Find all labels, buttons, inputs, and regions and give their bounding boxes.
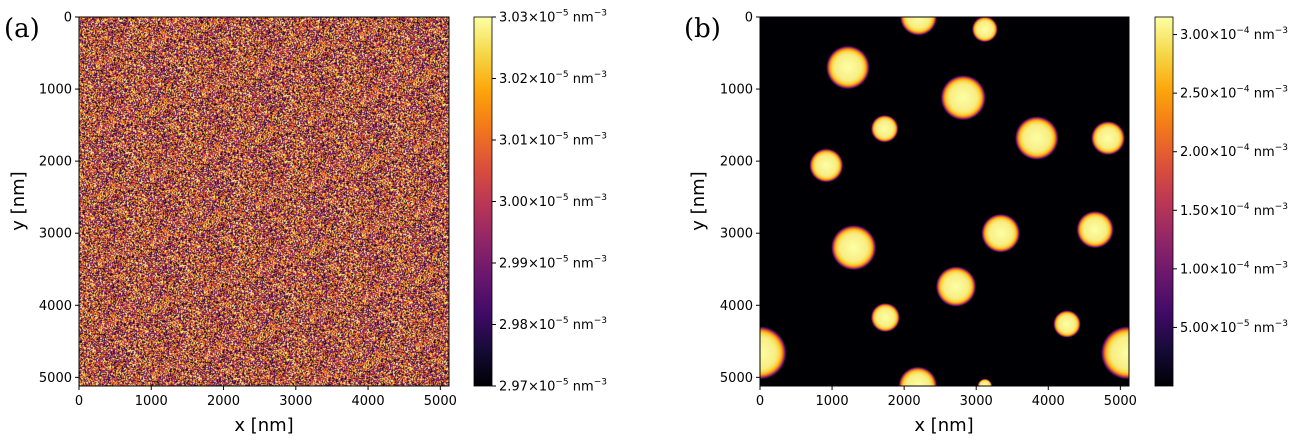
droplet bbox=[940, 75, 986, 121]
x-tick-label: 5000 bbox=[1104, 394, 1137, 409]
colorbar-tick-label: 5.00×10−5 nm−3 bbox=[1180, 319, 1288, 336]
droplet bbox=[899, 17, 938, 36]
y-tick-label: 5000 bbox=[39, 371, 72, 386]
y-tick-label: 2000 bbox=[720, 155, 753, 170]
x-tick-label: 1000 bbox=[816, 394, 849, 409]
y-tick-label: 0 bbox=[745, 11, 753, 26]
y-tick-label: 4000 bbox=[720, 299, 753, 314]
droplet bbox=[971, 17, 998, 43]
droplet bbox=[831, 225, 877, 271]
panel-b-label: (b) bbox=[684, 14, 721, 44]
y-tick-label: 4000 bbox=[39, 299, 72, 314]
y-tick-label: 1000 bbox=[720, 83, 753, 98]
panel-a-y-axis: 0 1000 2000 3000 4000 5000 bbox=[39, 11, 79, 386]
panel-a-xlabel: x [nm] bbox=[234, 415, 293, 436]
panel-a-frame bbox=[78, 16, 450, 387]
colorbar-tick-label: 1.50×10−4 nm−3 bbox=[1180, 202, 1288, 219]
panel-a-colorbar bbox=[473, 16, 493, 387]
panel-a-noise-field bbox=[79, 17, 449, 386]
x-tick-label: 1000 bbox=[135, 394, 168, 409]
x-tick-label: 3000 bbox=[279, 394, 312, 409]
panel-b-x-axis: 0 1000 2000 3000 4000 5000 bbox=[756, 386, 1137, 409]
panel-a-ylabel: y [nm] bbox=[8, 171, 29, 230]
panel-a-label: (a) bbox=[4, 14, 40, 44]
x-tick-label: 5000 bbox=[424, 394, 457, 409]
droplet bbox=[935, 266, 977, 307]
colorbar-tick-label: 3.00×10−5 nm−3 bbox=[499, 193, 607, 210]
colorbar-tick-label: 2.98×10−5 nm−3 bbox=[499, 316, 607, 333]
panel-b-y-axis: 0 1000 2000 3000 4000 5000 bbox=[720, 11, 760, 386]
droplet bbox=[1076, 211, 1114, 249]
droplet bbox=[1053, 310, 1081, 338]
panel-b-colorbar-ticks: 5.00×10−5 nm−3 1.00×10−4 nm−3 1.50×10−4 nm… bbox=[1173, 26, 1288, 336]
panel-b: (b) 0 1000 2000 3000 4000 5000 0 1000 2000 3000 4… bbox=[684, 11, 1288, 437]
panel-a-x-axis: 0 1000 2000 3000 4000 5000 bbox=[75, 386, 457, 409]
x-tick-label: 0 bbox=[756, 394, 764, 409]
colorbar-tick-label: 3.02×10−5 nm−3 bbox=[499, 70, 607, 87]
y-tick-label: 3000 bbox=[39, 227, 72, 242]
y-tick-label: 1000 bbox=[39, 83, 72, 98]
x-tick-label: 2000 bbox=[207, 394, 240, 409]
droplet bbox=[1100, 326, 1129, 380]
droplet bbox=[898, 366, 938, 386]
droplet bbox=[1091, 121, 1126, 156]
colorbar-tick-label: 2.99×10−5 nm−3 bbox=[499, 255, 607, 272]
droplet bbox=[809, 148, 844, 183]
colorbar-tick-label: 2.50×10−4 nm−3 bbox=[1180, 85, 1288, 102]
droplet bbox=[760, 326, 787, 380]
droplet bbox=[870, 114, 899, 143]
droplet bbox=[977, 378, 993, 386]
colorbar-tick-label: 3.01×10−5 nm−3 bbox=[499, 132, 607, 149]
colorbar-tick-label: 2.00×10−4 nm−3 bbox=[1180, 143, 1288, 160]
y-tick-label: 3000 bbox=[720, 227, 753, 242]
x-tick-label: 4000 bbox=[352, 394, 385, 409]
colorbar-tick-label: 3.00×10−4 nm−3 bbox=[1180, 26, 1288, 43]
colorbar-tick-label: 3.03×10−5 nm−3 bbox=[499, 9, 607, 26]
panel-b-ylabel: y [nm] bbox=[688, 171, 709, 230]
droplet bbox=[1014, 116, 1059, 160]
y-tick-label: 0 bbox=[64, 11, 72, 26]
droplet bbox=[981, 213, 1021, 253]
panel-b-xlabel: x [nm] bbox=[914, 415, 973, 436]
droplet bbox=[870, 303, 900, 333]
x-tick-label: 3000 bbox=[960, 394, 993, 409]
panel-b-colorbar bbox=[1154, 16, 1174, 387]
panel-a-colorbar-ticks: 2.97×10−5 nm−3 2.98×10−5 nm−3 2.99×10−5 nm… bbox=[492, 9, 607, 395]
colorbar-tick-label: 1.00×10−4 nm−3 bbox=[1180, 260, 1288, 277]
colorbar-tick-label: 2.97×10−5 nm−3 bbox=[499, 378, 607, 395]
panel-a: (a) 0 1000 2000 3000 4000 5000 0 1000 2000 3000 4… bbox=[4, 9, 607, 437]
droplet bbox=[826, 45, 870, 90]
x-tick-label: 0 bbox=[75, 394, 83, 409]
panel-b-frame bbox=[759, 16, 1130, 387]
x-tick-label: 2000 bbox=[888, 394, 921, 409]
y-tick-label: 5000 bbox=[720, 371, 753, 386]
y-tick-label: 2000 bbox=[39, 155, 72, 170]
panel-b-droplets bbox=[760, 17, 1129, 386]
x-tick-label: 4000 bbox=[1032, 394, 1065, 409]
